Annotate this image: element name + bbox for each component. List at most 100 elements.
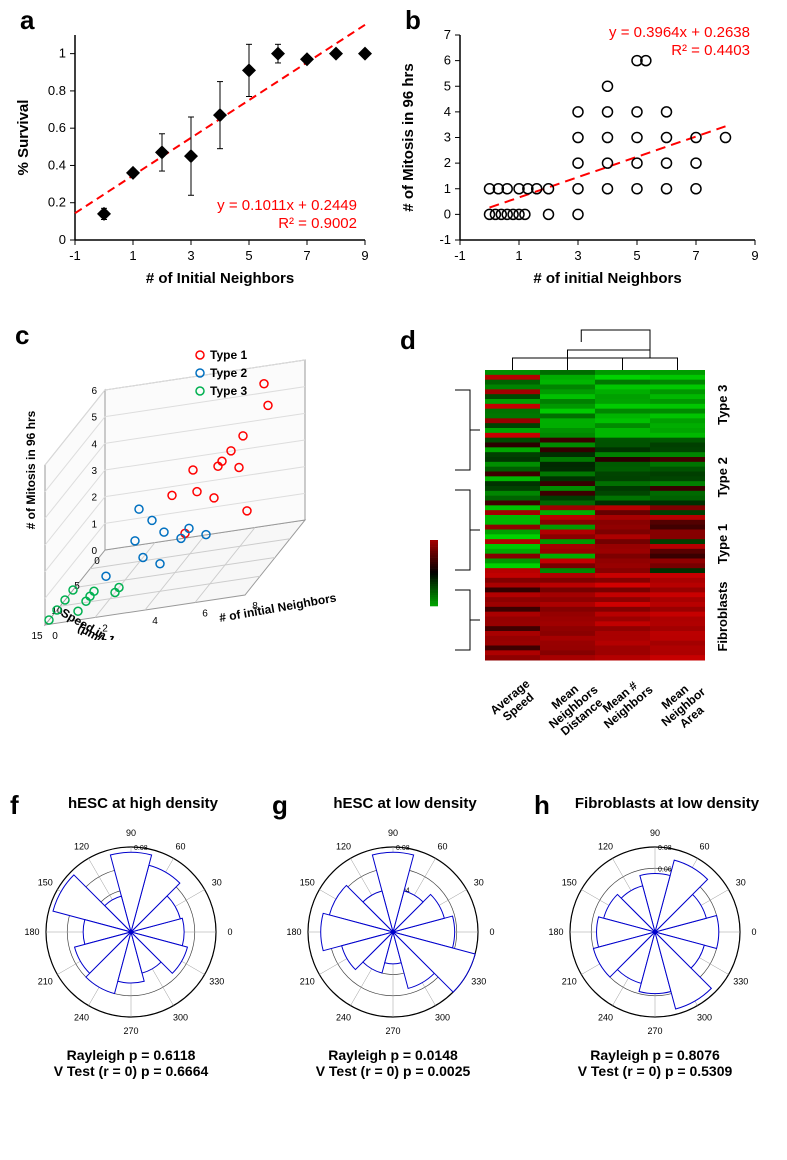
- svg-text:7: 7: [303, 248, 310, 263]
- rose-f: 03060901201501802102402703003300.020.040…: [0, 812, 262, 1042]
- svg-text:60: 60: [437, 841, 447, 851]
- svg-text:180: 180: [286, 927, 301, 937]
- svg-text:Type 1: Type 1: [715, 524, 730, 564]
- svg-text:R² = 0.9002: R² = 0.9002: [278, 215, 357, 232]
- svg-text:240: 240: [336, 1013, 351, 1023]
- svg-text:300: 300: [697, 1013, 712, 1023]
- svg-text:150: 150: [38, 878, 53, 888]
- svg-text:Type 3: Type 3: [210, 384, 247, 398]
- svg-text:120: 120: [598, 841, 613, 851]
- panel-f-stats1: Rayleigh p = 0.6118: [0, 1047, 262, 1063]
- svg-text:330: 330: [471, 977, 486, 987]
- svg-text:180: 180: [24, 927, 39, 937]
- svg-text:0.6: 0.6: [48, 120, 66, 135]
- panel-g-title: hESC at low density: [286, 795, 524, 812]
- panel-f-label: f: [10, 790, 19, 821]
- panel-a: a -11357900.20.40.60.81# of Initial Neig…: [10, 5, 380, 300]
- panel-h-label: h: [534, 790, 550, 821]
- svg-text:# of initial Neighbors: # of initial Neighbors: [533, 270, 681, 287]
- svg-text:2: 2: [91, 493, 97, 504]
- panel-g: g hESC at low density 030609012015018021…: [262, 790, 524, 1079]
- chart-d: AverageSpeedMeanNeighborsDistanceMean #N…: [395, 320, 780, 740]
- chart-c: 012345605101502468Type 1Type 2Type 3# of…: [5, 320, 385, 640]
- svg-text:0.08: 0.08: [658, 845, 672, 852]
- svg-text:300: 300: [435, 1013, 450, 1023]
- panel-g-label: g: [272, 790, 288, 821]
- svg-text:150: 150: [300, 878, 315, 888]
- rose-h: 03060901201501802102402703003300.020.040…: [524, 812, 786, 1042]
- svg-text:0: 0: [227, 927, 232, 937]
- panel-a-label: a: [20, 5, 34, 36]
- svg-text:240: 240: [74, 1013, 89, 1023]
- svg-text:Fibroblasts: Fibroblasts: [715, 581, 730, 651]
- svg-text:1: 1: [91, 519, 97, 530]
- svg-text:# of Initial Neighbors: # of Initial Neighbors: [146, 270, 294, 287]
- svg-text:4: 4: [444, 104, 451, 119]
- panel-h-stats1: Rayleigh p = 0.8076: [524, 1047, 786, 1063]
- chart-a: -11357900.20.40.60.81# of Initial Neighb…: [10, 5, 380, 295]
- svg-text:# of Mitosis in 96 hrs: # of Mitosis in 96 hrs: [400, 63, 417, 211]
- svg-text:3: 3: [574, 248, 581, 263]
- rose-g: 03060901201501802102402703003300.020.040…: [262, 812, 524, 1042]
- svg-text:270: 270: [385, 1026, 400, 1036]
- svg-text:15: 15: [31, 631, 43, 640]
- svg-text:0.06: 0.06: [658, 866, 672, 873]
- panel-b: b -113579-101234567# of initial Neighbor…: [395, 5, 775, 300]
- svg-text:7: 7: [444, 27, 451, 42]
- svg-text:0: 0: [489, 927, 494, 937]
- panel-f: f hESC at high density 03060901201501802…: [0, 790, 262, 1079]
- panel-g-stats2: V Test (r = 0) p = 0.0025: [262, 1063, 524, 1079]
- panel-f-stats2: V Test (r = 0) p = 0.6664: [0, 1063, 262, 1079]
- svg-text:330: 330: [209, 977, 224, 987]
- svg-text:0.2: 0.2: [48, 195, 66, 210]
- svg-text:5: 5: [444, 78, 451, 93]
- panel-d-label: d: [400, 325, 416, 356]
- svg-text:60: 60: [175, 841, 185, 851]
- panel-h-stats2: V Test (r = 0) p = 0.5309: [524, 1063, 786, 1079]
- svg-text:Type 3: Type 3: [715, 385, 730, 425]
- svg-text:0: 0: [444, 206, 451, 221]
- svg-text:30: 30: [212, 878, 222, 888]
- svg-text:0: 0: [94, 556, 100, 567]
- svg-text:y = 0.1011x + 0.2449: y = 0.1011x + 0.2449: [217, 197, 357, 214]
- svg-text:210: 210: [300, 977, 315, 987]
- panel-g-stats1: Rayleigh p = 0.0148: [262, 1047, 524, 1063]
- panel-c-label: c: [15, 320, 29, 351]
- svg-text:0: 0: [59, 232, 66, 247]
- svg-text:6: 6: [444, 53, 451, 68]
- svg-text:90: 90: [126, 828, 136, 838]
- svg-text:3: 3: [444, 130, 451, 145]
- svg-text:180: 180: [548, 927, 563, 937]
- svg-text:5: 5: [91, 413, 97, 424]
- svg-text:1: 1: [129, 248, 136, 263]
- svg-text:1: 1: [444, 181, 451, 196]
- svg-text:120: 120: [336, 841, 351, 851]
- svg-text:3: 3: [91, 466, 97, 477]
- panel-d: d AverageSpeedMeanNeighborsDistanceMean …: [395, 320, 780, 745]
- svg-text:-1: -1: [439, 232, 451, 247]
- svg-text:0.4: 0.4: [48, 157, 66, 172]
- svg-text:-1: -1: [454, 248, 466, 263]
- svg-text:30: 30: [474, 878, 484, 888]
- svg-text:% Survival: % Survival: [15, 100, 32, 176]
- svg-text:6: 6: [202, 609, 208, 620]
- svg-text:1: 1: [515, 248, 522, 263]
- svg-text:60: 60: [699, 841, 709, 851]
- svg-text:2: 2: [444, 155, 451, 170]
- svg-text:4: 4: [152, 616, 158, 627]
- svg-text:4: 4: [91, 439, 97, 450]
- svg-text:6: 6: [91, 386, 97, 397]
- svg-text:1: 1: [59, 46, 66, 61]
- svg-text:9: 9: [751, 248, 758, 263]
- svg-text:-1: -1: [69, 248, 81, 263]
- svg-text:R² = 0.4403: R² = 0.4403: [671, 42, 750, 59]
- svg-text:9: 9: [361, 248, 368, 263]
- panel-f-title: hESC at high density: [24, 795, 262, 812]
- panel-h-title: Fibroblasts at low density: [548, 795, 786, 812]
- panel-b-label: b: [405, 5, 421, 36]
- svg-text:270: 270: [647, 1026, 662, 1036]
- svg-text:210: 210: [562, 977, 577, 987]
- svg-text:Type 1: Type 1: [210, 348, 247, 362]
- svg-text:330: 330: [733, 977, 748, 987]
- svg-text:7: 7: [692, 248, 699, 263]
